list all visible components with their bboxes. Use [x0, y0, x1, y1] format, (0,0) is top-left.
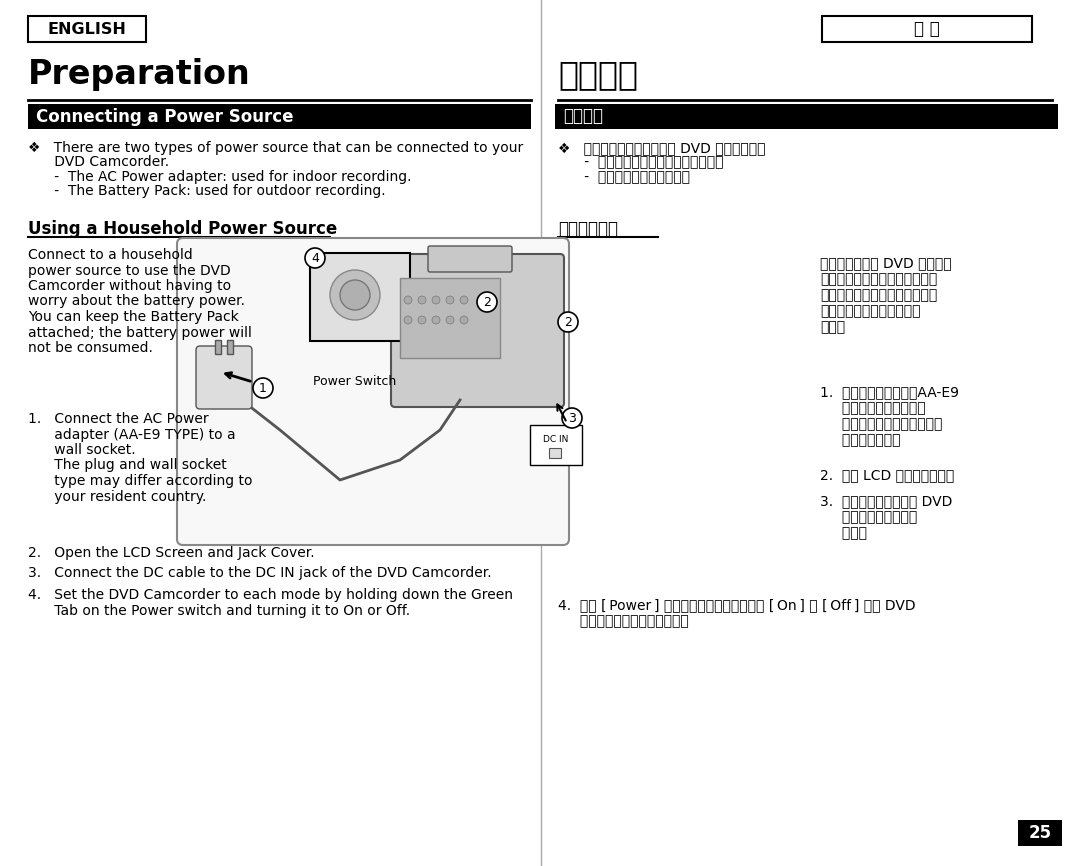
- Text: DC IN: DC IN: [543, 435, 569, 444]
- Text: 撮錄放影機的直流電: 撮錄放影機的直流電: [820, 510, 917, 524]
- Circle shape: [432, 316, 440, 324]
- Bar: [28, 16, 146, 42]
- Text: -  The Battery Pack: used for outdoor recording.: - The Battery Pack: used for outdoor rec…: [28, 184, 386, 198]
- Text: 1.  將交流電源適配器（AA-E9: 1. 將交流電源適配器（AA-E9: [820, 385, 959, 399]
- Text: -  電池組：用於戸外拍攝。: - 電池組：用於戸外拍攝。: [558, 170, 690, 184]
- Text: ❖   有兩種電源類型可以連接 DVD 撮錄放影機。: ❖ 有兩種電源類型可以連接 DVD 撮錄放影機。: [558, 141, 766, 155]
- Circle shape: [562, 408, 582, 428]
- Bar: [555, 104, 1058, 129]
- FancyBboxPatch shape: [195, 346, 252, 409]
- Bar: [530, 425, 582, 465]
- FancyBboxPatch shape: [391, 254, 564, 407]
- Bar: [1018, 820, 1062, 846]
- Text: 同的國家而異。: 同的國家而異。: [820, 433, 901, 447]
- Text: 準備工作: 準備工作: [558, 58, 638, 91]
- Text: -  交流電源適配器：用於室內拍攝。: - 交流電源適配器：用於室內拍攝。: [558, 156, 724, 170]
- Circle shape: [418, 296, 426, 304]
- Text: The plug and wall socket: The plug and wall socket: [28, 458, 227, 473]
- Text: 3.  將直流電纜線連接到 DVD: 3. 將直流電纜線連接到 DVD: [820, 494, 953, 508]
- Text: 連接電源: 連接電源: [563, 107, 603, 126]
- Text: ENGLISH: ENGLISH: [48, 22, 126, 36]
- Circle shape: [340, 280, 370, 310]
- Text: 2: 2: [564, 315, 572, 328]
- Text: 2.  開啟 LCD 螢幕和插孔蓋。: 2. 開啟 LCD 螢幕和插孔蓋。: [820, 468, 955, 482]
- Text: 4.  按住 [ Power ] 開關的綠色標籤，並轉動為 [ On ] 或 [ Off ] 可將 DVD: 4. 按住 [ Power ] 開關的綠色標籤，並轉動為 [ On ] 或 [ …: [558, 598, 916, 612]
- Text: worry about the battery power.: worry about the battery power.: [28, 294, 245, 308]
- Text: your resident country.: your resident country.: [28, 489, 206, 503]
- Text: 撮錄放影機設定為各種模式。: 撮錄放影機設定為各種模式。: [558, 614, 689, 628]
- Circle shape: [558, 312, 578, 332]
- Text: 使用家中電源: 使用家中電源: [558, 220, 618, 238]
- Text: 1: 1: [259, 382, 267, 395]
- Text: Connecting a Power Source: Connecting a Power Source: [36, 107, 294, 126]
- Text: Using a Household Power Source: Using a Household Power Source: [28, 220, 337, 238]
- Text: You can keep the Battery Pack: You can keep the Battery Pack: [28, 310, 239, 324]
- Circle shape: [446, 296, 454, 304]
- Text: 2: 2: [483, 295, 491, 308]
- Text: 量的多寡。您可以讓電池組留在: 量的多寡。您可以讓電池組留在: [820, 288, 937, 302]
- Text: 4: 4: [311, 251, 319, 264]
- Text: Power Switch: Power Switch: [313, 375, 396, 388]
- Text: 臺 灣: 臺 灣: [914, 20, 940, 38]
- Circle shape: [404, 316, 411, 324]
- Text: 牆上插座和插頭類型會因不: 牆上插座和插頭類型會因不: [820, 417, 943, 431]
- Text: 3: 3: [568, 411, 576, 424]
- Text: 機供電，就不必常常擔心電池電: 機供電，就不必常常擔心電池電: [820, 272, 937, 286]
- Text: power source to use the DVD: power source to use the DVD: [28, 263, 231, 277]
- Text: attached; the battery power will: attached; the battery power will: [28, 326, 252, 339]
- Text: DVD Camcorder.: DVD Camcorder.: [28, 156, 170, 170]
- Text: adapter (AA-E9 TYPE) to a: adapter (AA-E9 TYPE) to a: [28, 428, 235, 442]
- Bar: [28, 104, 531, 129]
- Bar: [215, 340, 221, 354]
- Circle shape: [253, 378, 273, 398]
- Circle shape: [460, 316, 468, 324]
- Text: 3.   Connect the DC cable to the DC IN jack of the DVD Camcorder.: 3. Connect the DC cable to the DC IN jac…: [28, 566, 491, 580]
- Text: 使用家中電源為 DVD 撮錄放影: 使用家中電源為 DVD 撮錄放影: [820, 256, 951, 270]
- Text: 型）連接到牆上插座。: 型）連接到牆上插座。: [820, 401, 926, 415]
- Text: 插孔。: 插孔。: [820, 526, 867, 540]
- FancyBboxPatch shape: [177, 238, 569, 545]
- Text: 耗採。: 耗採。: [820, 320, 846, 334]
- FancyBboxPatch shape: [428, 246, 512, 272]
- Text: 設備中，電池電量將不會消: 設備中，電池電量將不會消: [820, 304, 920, 318]
- Circle shape: [330, 270, 380, 320]
- Circle shape: [404, 296, 411, 304]
- Text: -  The AC Power adapter: used for indoor recording.: - The AC Power adapter: used for indoor …: [28, 170, 411, 184]
- Text: 1.   Connect the AC Power: 1. Connect the AC Power: [28, 412, 208, 426]
- Circle shape: [477, 292, 497, 312]
- Bar: [400, 278, 500, 358]
- Text: ❖   There are two types of power source that can be connected to your: ❖ There are two types of power source th…: [28, 141, 523, 155]
- Text: Camcorder without having to: Camcorder without having to: [28, 279, 231, 293]
- Text: type may differ according to: type may differ according to: [28, 474, 253, 488]
- Bar: [549, 448, 561, 458]
- Text: 25: 25: [1028, 824, 1052, 842]
- Text: wall socket.: wall socket.: [28, 443, 136, 457]
- Circle shape: [432, 296, 440, 304]
- Circle shape: [418, 316, 426, 324]
- Bar: [310, 253, 410, 341]
- Text: Tab on the Power switch and turning it to On or Off.: Tab on the Power switch and turning it t…: [28, 604, 410, 617]
- Circle shape: [460, 296, 468, 304]
- Bar: [227, 340, 233, 354]
- Circle shape: [305, 248, 325, 268]
- Text: Preparation: Preparation: [28, 58, 251, 91]
- Text: 4.   Set the DVD Camcorder to each mode by holding down the Green: 4. Set the DVD Camcorder to each mode by…: [28, 588, 513, 602]
- Text: 2.   Open the LCD Screen and Jack Cover.: 2. Open the LCD Screen and Jack Cover.: [28, 546, 314, 560]
- Bar: [822, 16, 1032, 42]
- Circle shape: [446, 316, 454, 324]
- Text: not be consumed.: not be consumed.: [28, 341, 153, 355]
- Text: Connect to a household: Connect to a household: [28, 248, 192, 262]
